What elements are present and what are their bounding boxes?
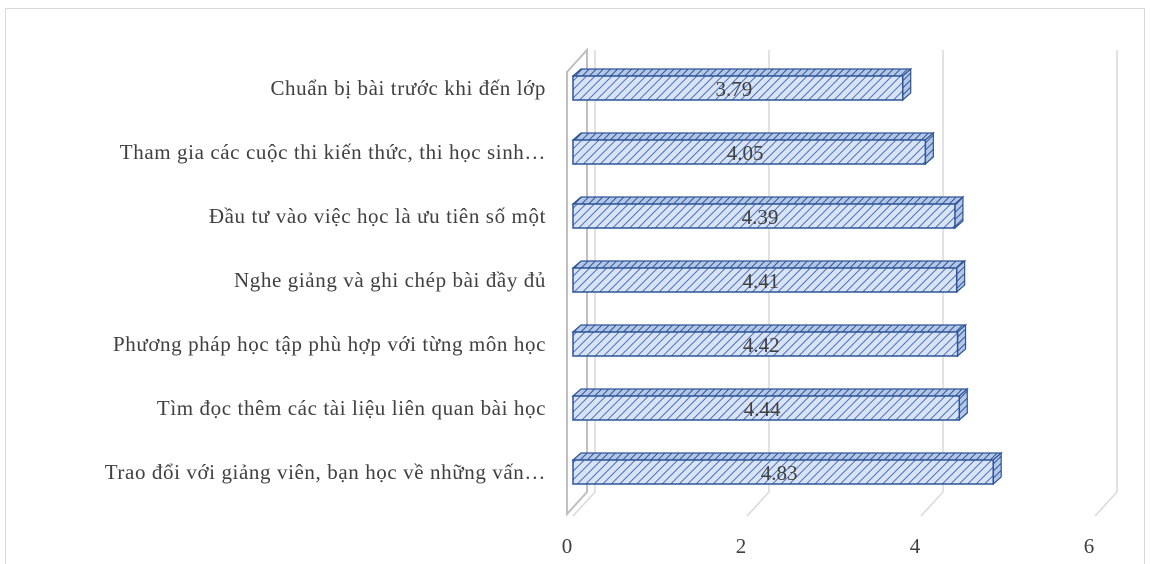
bar-top-face xyxy=(571,196,965,205)
x-tick-label: 2 xyxy=(736,534,747,558)
x-tick-labels: 0 2 4 6 xyxy=(562,534,1095,558)
bar-top-face xyxy=(571,68,913,77)
category-label: Tìm đọc thêm các tài liệu liên quan bài … xyxy=(157,396,546,420)
bars xyxy=(571,67,1003,486)
category-label: Chuẩn bị bài trước khi đến lớp xyxy=(270,76,546,100)
bar-front-face xyxy=(572,139,927,165)
x-tick-label: 0 xyxy=(562,534,573,558)
bar-front-face xyxy=(572,395,961,421)
x-tick-label: 6 xyxy=(1084,534,1095,558)
data-label: 4.42 xyxy=(743,333,780,357)
category-label: Tham gia các cuộc thi kiến thức, thi học… xyxy=(120,140,546,164)
category-label: Trao đổi với giảng viên, bạn học về nhữn… xyxy=(105,460,546,484)
category-label: Nghe giảng và ghi chép bài đầy đủ xyxy=(234,268,546,292)
data-labels: 4.83 4.44 4.42 4.41 4.39 4.05 3.79 xyxy=(715,77,797,485)
data-label: 4.83 xyxy=(761,461,798,485)
category-label: Đầu tư vào việc học là ưu tiên số một xyxy=(209,204,546,228)
bar-front-face xyxy=(572,267,958,293)
bar xyxy=(571,131,935,166)
x-tick-label: 4 xyxy=(910,534,921,558)
bar xyxy=(571,323,968,358)
bar-front-face xyxy=(572,203,956,229)
bar-top-face xyxy=(571,388,969,397)
bar-top-face xyxy=(571,132,935,141)
bar-top-face xyxy=(571,324,968,333)
data-label: 4.41 xyxy=(742,269,779,293)
category-labels: Trao đổi với giảng viên, bạn học về nhữn… xyxy=(105,76,546,484)
gridline xyxy=(1094,50,1118,517)
data-label: 4.39 xyxy=(742,205,779,229)
category-label: Phương pháp học tập phù hợp với từng môn… xyxy=(113,332,546,356)
bar xyxy=(571,259,967,294)
data-label: 4.44 xyxy=(744,397,781,421)
data-label: 3.79 xyxy=(715,77,752,101)
bar-front-face xyxy=(572,331,959,357)
bar xyxy=(571,195,965,230)
bar xyxy=(571,387,969,422)
bar-top-face xyxy=(571,452,1003,461)
bar-front-face xyxy=(572,75,904,101)
data-label: 4.05 xyxy=(727,141,764,165)
bar xyxy=(571,451,1003,486)
bar-front-face xyxy=(572,459,994,485)
bar xyxy=(571,67,913,102)
bar-top-face xyxy=(571,260,967,269)
